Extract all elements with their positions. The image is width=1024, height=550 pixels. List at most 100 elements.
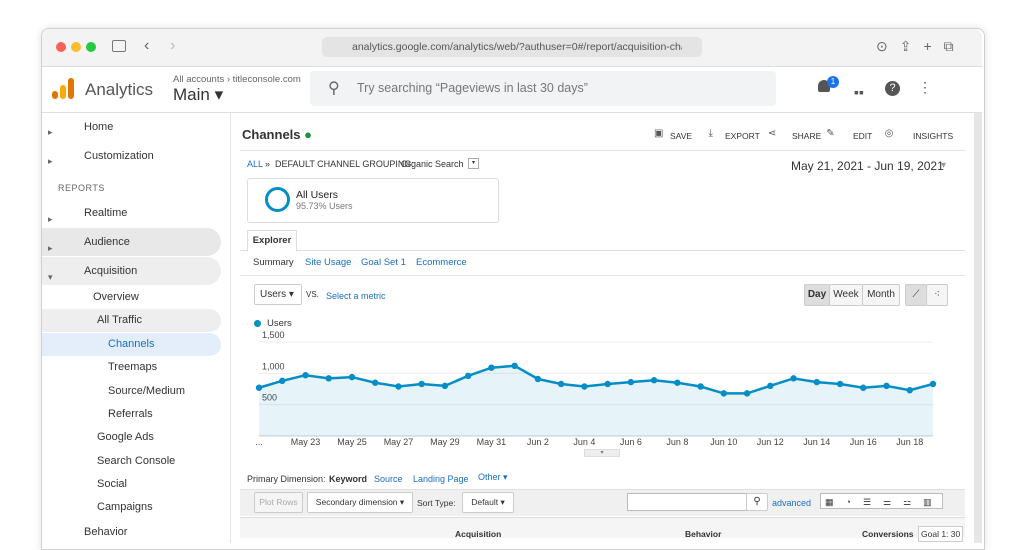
y-tick-label: 1,000 (262, 361, 285, 371)
point (395, 383, 402, 390)
point (464, 372, 472, 380)
primary-dim-other[interactable]: Other ▾ (478, 472, 508, 482)
plot-rows[interactable]: Plot Rows (254, 492, 303, 513)
sidebar-toggle[interactable] (112, 40, 126, 52)
nav-item[interactable]: Audience (84, 236, 130, 248)
nav-item[interactable]: Treemaps (108, 361, 158, 373)
more-icon[interactable]: ⋮ (918, 79, 932, 95)
area (259, 365, 933, 436)
period-month[interactable]: Month (862, 284, 900, 306)
scrollbar (974, 113, 982, 543)
url-bar[interactable] (322, 37, 702, 57)
crumb-dropdown[interactable]: ▾ (468, 158, 479, 169)
apps-icon[interactable]: ▪▪ (854, 84, 864, 100)
action-insights[interactable]: INSIGHTS (913, 131, 954, 141)
x-tick-label: May 27 (384, 437, 414, 447)
crumb-all[interactable]: ALL (247, 159, 264, 169)
sort-value: Default (471, 497, 499, 507)
x-tick-label: Jun 14 (803, 437, 830, 447)
nav-item[interactable]: Source/Medium (108, 385, 186, 397)
table-search[interactable] (627, 493, 747, 511)
help-icon[interactable]: ? (885, 81, 900, 96)
nav-item[interactable]: Google Ads (97, 431, 154, 443)
point (790, 375, 797, 382)
tab-explorer[interactable]: Explorer (247, 230, 297, 252)
url: analytics.google.com/analytics/web/?auth… (352, 41, 682, 53)
point (929, 380, 937, 388)
nav-item[interactable]: Customization (84, 150, 154, 162)
min-dot[interactable] (71, 42, 81, 52)
hl-acquisition (42, 257, 221, 285)
point (883, 382, 890, 390)
sort-dropdown[interactable]: Default ▾ (462, 492, 514, 513)
view-selector[interactable]: Main ▾ (173, 85, 224, 104)
nav-item[interactable]: Acquisition (84, 265, 138, 277)
hl-channels (42, 333, 221, 356)
select-metric[interactable]: Select a metric (326, 291, 386, 301)
nav-item[interactable]: Referrals (108, 408, 153, 420)
point (767, 382, 774, 390)
scroll-handle[interactable]: ▾ (584, 449, 620, 457)
date-range[interactable]: May 21, 2021 - Jun 19, 2021 (791, 159, 944, 173)
crumb-value[interactable]: Organic Search (401, 159, 464, 169)
point (604, 380, 611, 388)
crumb-sep: » (265, 159, 271, 169)
nav-item[interactable]: Home (84, 121, 114, 133)
max-dot[interactable] (86, 42, 96, 52)
forward[interactable]: › (170, 37, 176, 54)
subtab[interactable]: Summary (253, 257, 294, 268)
point (743, 390, 751, 397)
nav-icons: ▸ ▸ ▸ ▸ ▾ (48, 127, 53, 282)
close-dot[interactable] (56, 42, 66, 52)
search-box[interactable] (310, 71, 776, 106)
point (674, 379, 681, 386)
notification-badge: 1 (827, 76, 839, 88)
view-name: Main (173, 85, 210, 104)
back[interactable]: ‹ (144, 37, 150, 54)
view-icons[interactable]: ▦◔☰⚌⚍▥ (820, 493, 943, 509)
primary-dim[interactable]: Keyword (329, 474, 368, 484)
subtab[interactable]: Goal Set 1 (361, 257, 406, 268)
subtab[interactable]: Ecommerce (416, 257, 467, 268)
nav-item[interactable]: Search Console (97, 455, 176, 467)
point (418, 380, 425, 388)
point (813, 378, 820, 386)
sidebar (42, 113, 231, 543)
col-goal[interactable]: Goal 1: 30 (918, 526, 964, 542)
x-tick-label: Jun 16 (850, 437, 877, 447)
secondary-dimension[interactable]: Secondary dimension ▾ (307, 492, 413, 513)
action-share[interactable]: SHARE (792, 131, 822, 141)
metric-dropdown[interactable]: Users ▾ (254, 284, 302, 305)
x-tick-label: May 25 (337, 437, 367, 447)
point (581, 383, 588, 390)
advanced[interactable]: advanced (772, 498, 812, 508)
chart-type-motion[interactable]: ⁖ (926, 284, 948, 306)
metric-label: Users (260, 289, 287, 300)
nav-item[interactable]: Campaigns (97, 501, 153, 513)
nav-item[interactable]: Social (97, 478, 127, 490)
browser-icons[interactable]: ⊙⇪+⧉ (876, 38, 966, 54)
nav-item[interactable]: Overview (93, 291, 139, 303)
table-search-btn[interactable]: ⚲ (746, 493, 768, 511)
legend-label: Users (267, 318, 292, 329)
point (557, 380, 565, 388)
nav-item[interactable]: Realtime (84, 207, 128, 219)
primary-dim[interactable]: Landing Page (413, 474, 469, 484)
primary-dim[interactable]: Source (374, 474, 403, 484)
subtab[interactable]: Site Usage (305, 257, 352, 268)
period-week[interactable]: Week (829, 284, 863, 306)
ga-header (42, 67, 982, 113)
nav-item[interactable]: Behavior (84, 526, 128, 538)
table-header (240, 517, 965, 538)
action-save[interactable]: SAVE (670, 131, 693, 141)
action-export[interactable]: EXPORT (725, 131, 760, 141)
date-caret[interactable]: ▾ (941, 160, 947, 171)
nav-item[interactable]: All Traffic (97, 314, 143, 326)
segment-box[interactable] (247, 178, 499, 223)
point (348, 373, 356, 381)
chart: 500 1,000 1,500... May 23 May 25 May 27 May 29… (255, 330, 937, 447)
nav-item[interactable]: Channels (108, 338, 155, 350)
divider (240, 150, 965, 151)
action-edit[interactable]: EDIT (853, 131, 873, 141)
account-breadcrumb[interactable]: All accounts › titleconsole.com (173, 74, 301, 85)
